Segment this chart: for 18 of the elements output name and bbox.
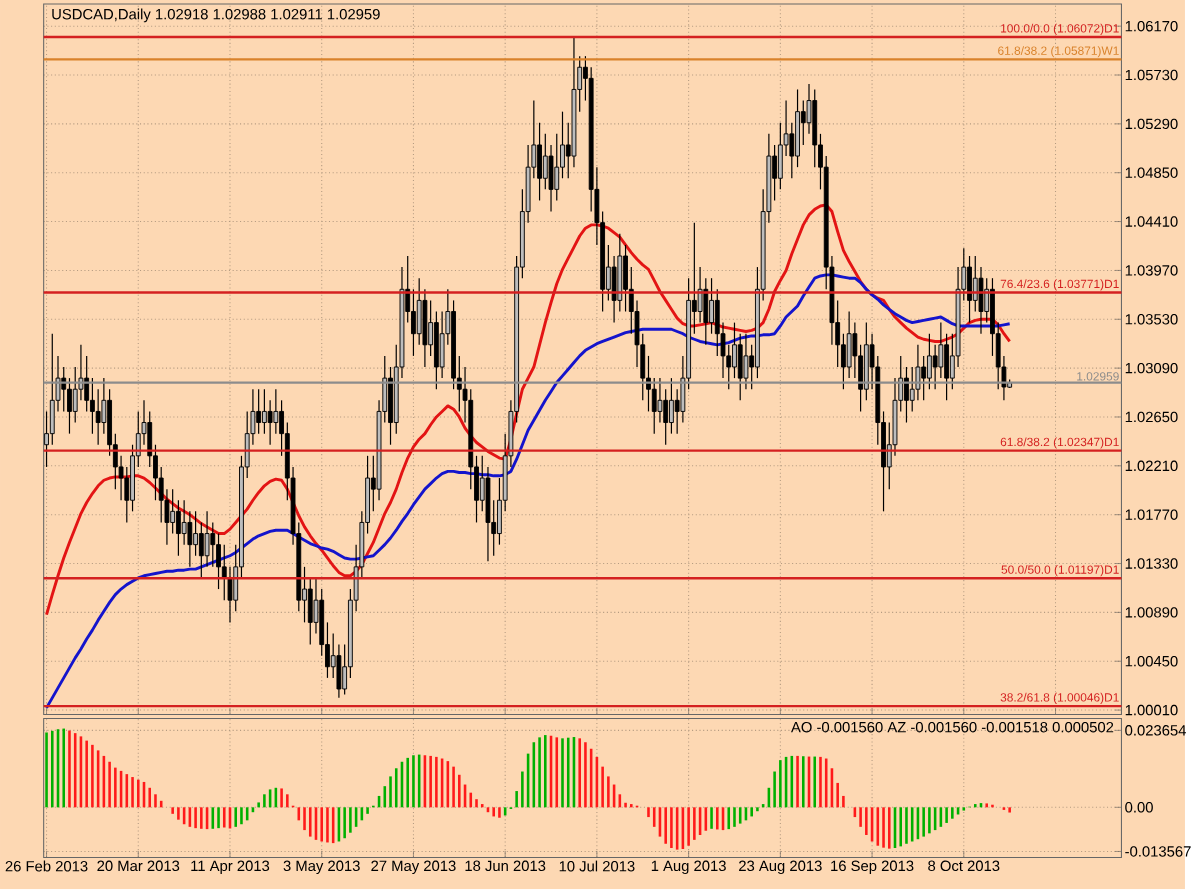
candlestick xyxy=(261,389,267,435)
candlestick xyxy=(181,500,187,546)
candlestick xyxy=(267,400,273,446)
candlestick xyxy=(972,255,978,313)
candlestick xyxy=(542,133,548,191)
candlestick xyxy=(932,344,938,391)
candlestick xyxy=(204,511,210,568)
candlestick xyxy=(170,488,176,535)
candlestick xyxy=(669,377,674,435)
candlestick xyxy=(273,389,279,435)
candlestick xyxy=(709,278,714,335)
candlestick xyxy=(904,366,909,424)
candlestick xyxy=(256,389,262,435)
candlestick xyxy=(921,355,927,402)
candlestick xyxy=(967,255,972,324)
candlestick xyxy=(743,333,749,391)
candlestick xyxy=(193,511,199,557)
candlestick xyxy=(657,377,663,424)
